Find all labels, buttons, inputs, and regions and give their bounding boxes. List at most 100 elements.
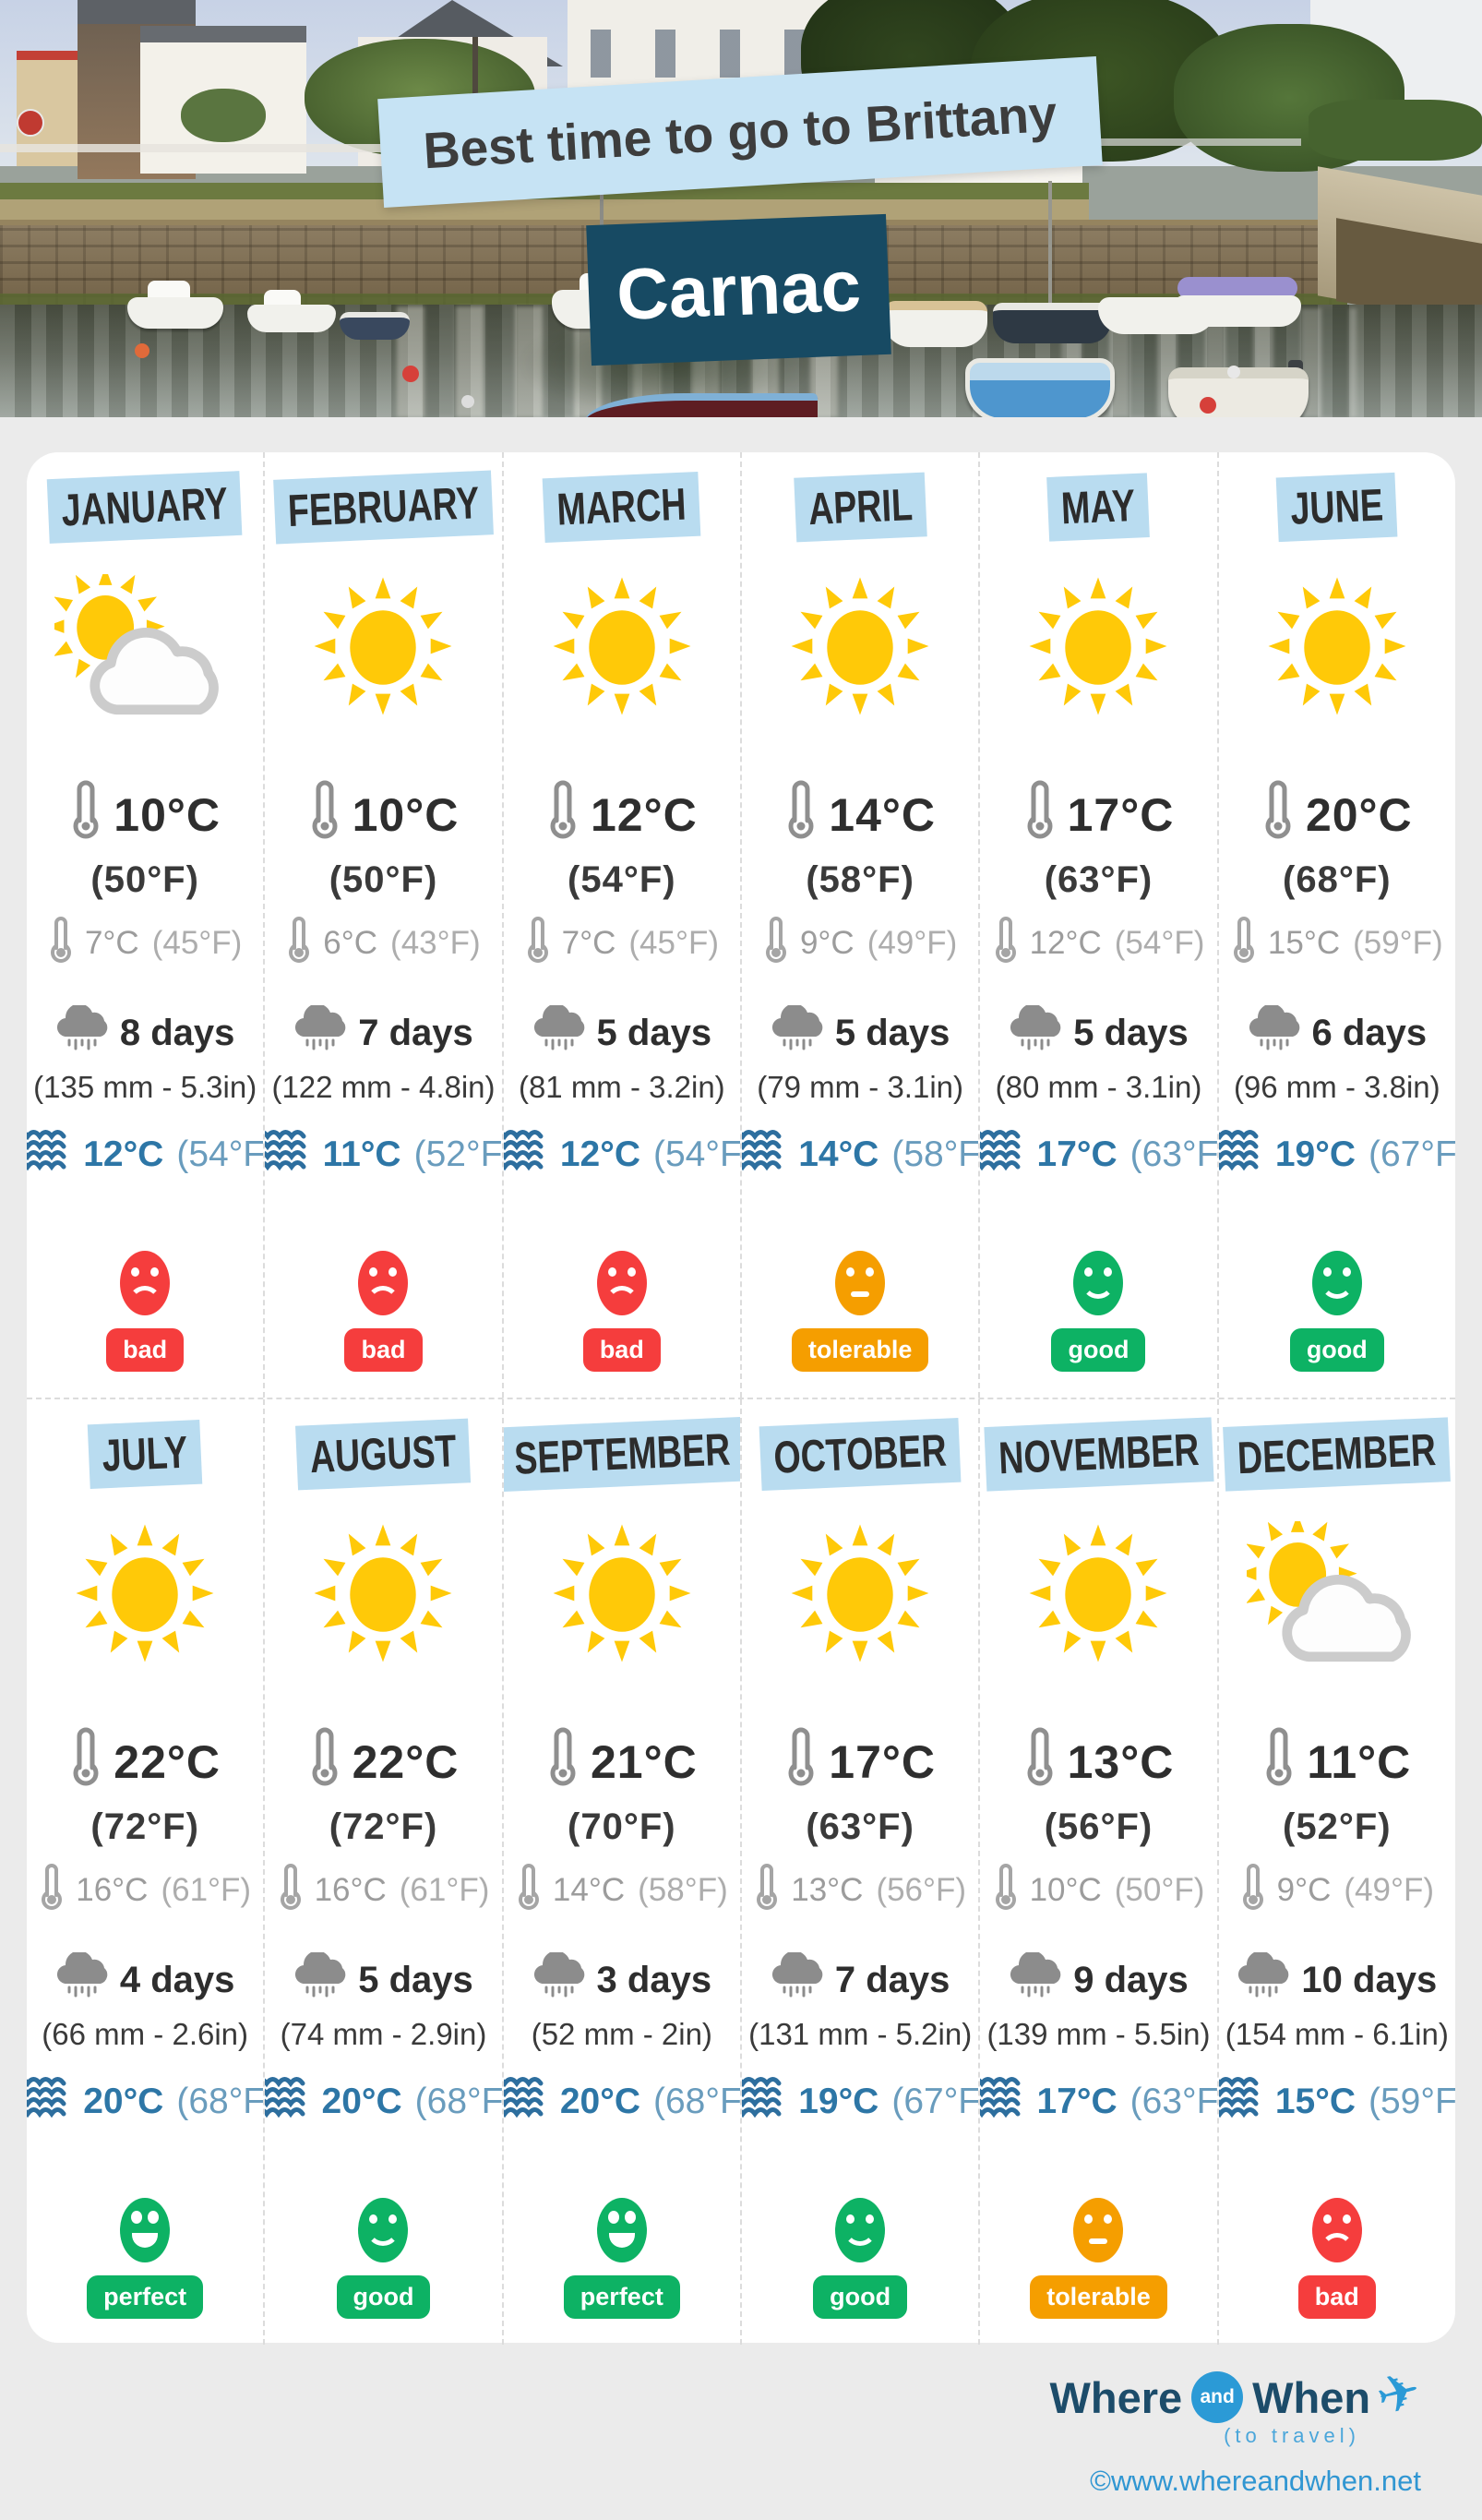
sun-glyph: [315, 1524, 452, 1662]
sea-temp-c: 17°C: [1036, 1134, 1117, 1174]
thermometer-icon: [69, 780, 102, 850]
month-name: MAY: [1060, 479, 1137, 534]
sea-temp-c: 12°C: [559, 1134, 640, 1174]
rain-days: 8 days: [119, 1013, 235, 1054]
face-mouth: [843, 2213, 878, 2246]
face-eye: [148, 2210, 160, 2224]
low-temp-f: (45°F): [151, 925, 243, 962]
face-eye: [624, 2210, 636, 2224]
rain-cloud-icon: [293, 1003, 347, 1062]
low-temp-f: (61°F): [161, 1872, 252, 1909]
sun-icon: [313, 1506, 453, 1681]
sea-temp-f: (67°F): [891, 2081, 981, 2121]
month-name: OCTOBER: [772, 1423, 948, 1483]
high-temp-f: (72°F): [90, 1806, 199, 1847]
footer: Where and When ✈ (to travel) ©www.wherea…: [1050, 2359, 1427, 2498]
rain-amount: (139 mm - 5.5in): [986, 2016, 1211, 2051]
low-temp-line: 13°C (56°F): [754, 1863, 966, 1919]
sea-temp-c: 20°C: [83, 2081, 164, 2121]
sea-temp-c: 19°C: [1274, 1134, 1356, 1174]
rain-line: 5 days: [293, 1950, 473, 2010]
sun-glyph: [1029, 577, 1167, 715]
bad-face-icon: [120, 1250, 171, 1315]
month-name-tag: FEBRUARY: [272, 470, 495, 545]
low-temp-f: (49°F): [866, 925, 958, 962]
face-eye: [150, 1266, 160, 1277]
rain-days: 5 days: [834, 1013, 950, 1054]
rain-days: 5 days: [358, 1960, 473, 2001]
buoy: [135, 343, 149, 358]
sun-glyph: [553, 1524, 691, 1662]
sun-icon: [790, 1506, 930, 1681]
boat-shape: [884, 301, 987, 347]
high-temp-c: 11°C: [1307, 1735, 1412, 1788]
rain-line: 7 days: [771, 1950, 950, 2010]
rain-cloud-icon: [771, 1950, 824, 2010]
thermometer-icon: [546, 1727, 580, 1797]
rating-badge: good: [1289, 1327, 1384, 1372]
low-temp-c: 7°C: [84, 925, 139, 962]
low-temp-c: 14°C: [552, 1872, 626, 1909]
rain-cloud-icon: [532, 1950, 586, 2010]
thermometer-icon: [69, 1727, 102, 1797]
rain-amount: (74 mm - 2.9in): [280, 2016, 487, 2051]
sun-glyph: [76, 1524, 214, 1662]
high-temp-f: (54°F): [568, 858, 676, 900]
sun-cloud-glyph: [54, 573, 219, 714]
boat-shape: [340, 312, 410, 340]
good-face-icon: [835, 2197, 886, 2262]
month-card: NOVEMBER 13°C (56°F) 10°C (50°F) 9 days (…: [980, 1399, 1219, 2345]
brand-tagline: (to travel): [1224, 2424, 1360, 2447]
high-temp-line: 10°C: [308, 780, 460, 850]
rating-badge: bad: [1297, 2274, 1376, 2319]
face-mouth: [128, 1285, 162, 1319]
sea-temp-c: 19°C: [798, 2081, 879, 2121]
thermometer-low-icon: [48, 916, 74, 972]
sun-icon: [75, 1506, 215, 1681]
path-strip: [0, 199, 1089, 222]
high-temp-line: 12°C: [546, 780, 698, 850]
face-mouth: [1082, 1266, 1116, 1299]
thermometer-icon: [308, 780, 341, 850]
high-temp-c: 20°C: [1305, 788, 1413, 841]
rain-amount: (66 mm - 2.6in): [42, 2016, 249, 2051]
good-face-icon: [1073, 1250, 1124, 1315]
rain-line: 5 days: [1009, 1003, 1189, 1062]
sea-temp-c: 15°C: [1274, 2081, 1356, 2121]
low-temp-line: 6°C (43°F): [286, 916, 481, 972]
high-temp-c: 21°C: [590, 1735, 698, 1788]
rain-cloud-icon: [1237, 1950, 1290, 2010]
face-eye: [846, 1266, 855, 1277]
perfect-face-icon: [596, 2197, 647, 2262]
face-eye: [131, 1266, 140, 1277]
face-eye: [607, 2210, 619, 2224]
sea-waves-icon: [27, 1129, 72, 1181]
low-temp-c: 12°C: [1029, 925, 1102, 962]
high-temp-f: (56°F): [1044, 1806, 1153, 1847]
thermometer-low-icon: [516, 1863, 542, 1919]
boat-shape: [247, 305, 336, 332]
sea-temp-c: 12°C: [83, 1134, 164, 1174]
copyright-link[interactable]: ©www.whereandwhen.net: [1090, 2465, 1421, 2497]
rain-amount: (122 mm - 4.8in): [271, 1069, 496, 1104]
month-card: FEBRUARY 10°C (50°F) 6°C (43°F) 7 days (1…: [265, 452, 504, 1398]
sea-waves-icon: [980, 1129, 1025, 1181]
sun-glyph: [791, 1524, 929, 1662]
low-temp-line: 15°C (59°F): [1231, 916, 1443, 972]
sea-temp-c: 17°C: [1036, 2081, 1117, 2121]
sea-temp-f: (63°F): [1129, 1134, 1219, 1174]
month-name-tag: MAY: [1046, 473, 1151, 542]
sea-waves-icon: [741, 1129, 787, 1181]
rain-cloud-icon: [55, 1950, 109, 2010]
rating-badge: tolerable: [791, 1327, 929, 1372]
month-card: MAY 17°C (63°F) 12°C (54°F) 5 days (80 mm…: [980, 452, 1219, 1398]
rain-cloud-icon: [293, 1950, 347, 2010]
rain-line: 9 days: [1009, 1950, 1189, 2010]
rain-amount: (135 mm - 5.3in): [33, 1069, 257, 1104]
bad-face-icon: [358, 1250, 409, 1315]
rain-days: 9 days: [1073, 1960, 1189, 2001]
low-temp-c: 9°C: [1276, 1872, 1332, 1909]
rain-days: 5 days: [596, 1013, 712, 1054]
month-name-tag: JANUARY: [47, 471, 244, 544]
sea-temp-line: 12°C (54°F): [503, 1129, 740, 1181]
